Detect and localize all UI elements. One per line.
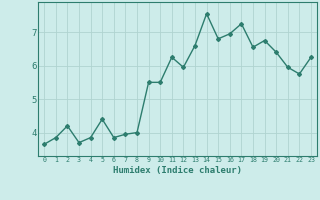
X-axis label: Humidex (Indice chaleur): Humidex (Indice chaleur) (113, 166, 242, 175)
